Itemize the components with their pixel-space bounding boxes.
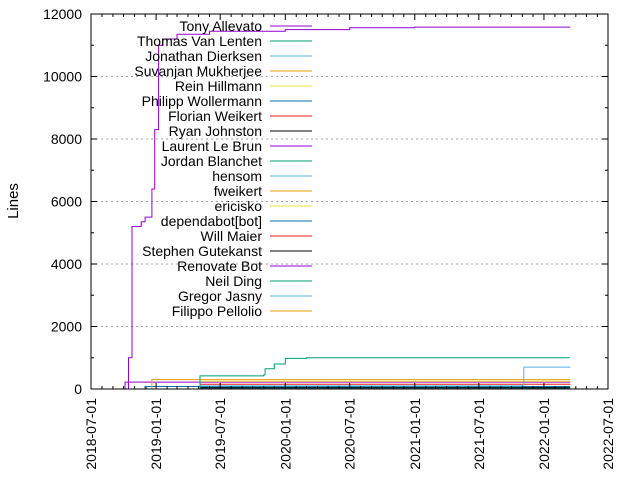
legend-label: Suvanjan Mukherjee — [134, 63, 262, 79]
legend-label: Philipp Wollermann — [142, 93, 262, 109]
y-tick-label: 10000 — [43, 69, 82, 85]
x-tick-label: 2019-01-01 — [148, 398, 164, 470]
legend-label: hensom — [212, 168, 262, 184]
y-tick-label: 6000 — [51, 194, 82, 210]
legend-label: Thomas Van Lenten — [137, 33, 262, 49]
x-tick-label: 2019-07-01 — [212, 398, 228, 470]
y-tick-label: 4000 — [51, 256, 82, 272]
series-line-3 — [198, 366, 571, 390]
legend-label: Jordan Blanchet — [161, 153, 262, 169]
legend-label: Filippo Pellolio — [172, 303, 262, 319]
legend-label: Neil Ding — [205, 273, 262, 289]
tick-labels: 0 2000 4000 6000 8000 10000 12000 2018-07-01 201… — [43, 6, 616, 470]
legend-label: Florian Weikert — [168, 108, 262, 124]
legend-label: Laurent Le Brun — [162, 138, 262, 154]
axes — [90, 13, 609, 390]
y-tick-label: 12000 — [43, 6, 82, 22]
legend-label: Gregor Jasny — [178, 288, 262, 304]
y-tick-label: 0 — [74, 381, 82, 397]
legend-label: Tony Allevato — [180, 18, 263, 34]
x-tick-label: 2020-07-01 — [342, 398, 358, 470]
legend-label: ericisko — [215, 198, 263, 214]
legend-label: dependabot[bot] — [161, 213, 262, 229]
legend-label: fweikert — [214, 183, 262, 199]
y-tick-label: 8000 — [51, 131, 82, 147]
x-tick-label: 2018-07-01 — [83, 398, 99, 470]
x-tick-label: 2021-01-01 — [407, 398, 423, 470]
legend-label: Stephen Gutekanst — [142, 243, 262, 259]
legend-label: Renovate Bot — [177, 258, 262, 274]
grid — [91, 76, 608, 327]
x-tick-label: 2022-07-01 — [600, 398, 616, 470]
x-tick-label: 2021-07-01 — [471, 398, 487, 470]
plot-frame — [90, 13, 609, 390]
legend-label: Ryan Johnston — [169, 123, 262, 139]
legend-label: Jonathan Dierksen — [145, 48, 262, 64]
series-line-2 — [198, 357, 570, 390]
x-tick-label: 2022-01-01 — [536, 398, 552, 470]
series-line-1 — [126, 26, 571, 390]
legend-label: Rein Hillmann — [175, 78, 262, 94]
y-axis-label: Lines — [5, 183, 22, 219]
legend-label: Will Maier — [201, 228, 263, 244]
y-tick-label: 2000 — [51, 319, 82, 335]
x-tick-label: 2020-01-01 — [277, 398, 293, 470]
